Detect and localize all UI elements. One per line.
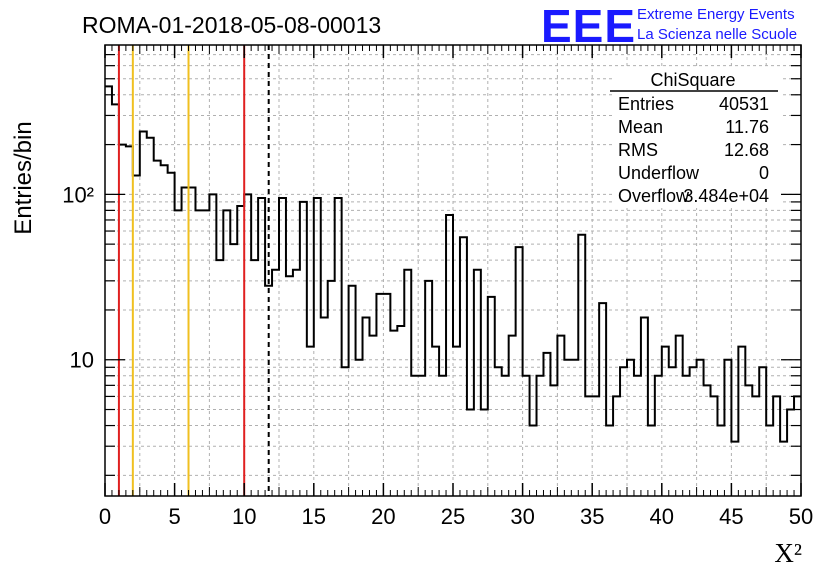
stats-value-mean: 11.76 — [725, 117, 769, 137]
stats-value-rms: 12.68 — [724, 140, 769, 160]
y-tick-label: 10² — [62, 182, 94, 207]
y-tick-label: 10 — [70, 348, 94, 373]
chart-title: ROMA-01-2018-05-08-00013 — [82, 12, 381, 38]
brand-logo: EEE — [541, 0, 636, 52]
x-tick-label: 30 — [510, 504, 534, 529]
histogram-series — [105, 85, 801, 443]
x-tick-label: 45 — [719, 504, 743, 529]
x-tick-label: 15 — [302, 504, 326, 529]
stats-label-overflow: Overflow — [618, 186, 690, 206]
marker-lines — [117, 45, 270, 496]
stats-title: ChiSquare — [650, 70, 735, 90]
stats-value-entries: 40531 — [719, 94, 769, 114]
x-tick-label: 20 — [371, 504, 395, 529]
brand-line-1: Extreme Energy Events — [637, 6, 795, 23]
x-tick-label: 50 — [789, 504, 813, 529]
stats-label-rms: RMS — [618, 140, 658, 160]
stats-label-mean: Mean — [618, 117, 663, 137]
x-tick-label: 25 — [441, 504, 465, 529]
y-axis-label: Entries/bin — [10, 121, 37, 234]
x-tick-label: 40 — [650, 504, 674, 529]
x-tick-label: 10 — [232, 504, 256, 529]
x-tick-label: 0 — [99, 504, 111, 529]
stats-value-overflow: 3.484e+04 — [683, 186, 769, 206]
stats-label-underflow: Underflow — [618, 163, 700, 183]
stats-label-entries: Entries — [618, 94, 674, 114]
x-tick-label: 35 — [580, 504, 604, 529]
brand-line-2: La Scienza nelle Scuole — [637, 26, 797, 43]
axis-ticks: 0 5 10 15 20 25 30 35 40 45 50 10 10² — [62, 45, 813, 529]
x-tick-label: 5 — [168, 504, 180, 529]
x-axis-label: X² — [774, 538, 802, 568]
stats-value-underflow: 0 — [759, 163, 769, 183]
stats-box: ChiSquare Entries 40531 Mean 11.76 RMS 1… — [610, 68, 780, 208]
